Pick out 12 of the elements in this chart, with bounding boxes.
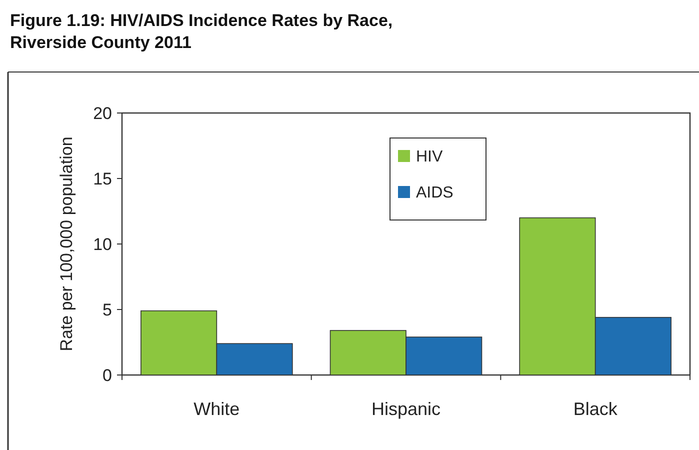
- y-tick-label: 10: [93, 234, 112, 254]
- y-tick-label: 0: [102, 366, 112, 385]
- legend-label: AIDS: [416, 184, 454, 202]
- x-tick-label: White: [194, 399, 240, 419]
- legend-label: HIV: [416, 148, 443, 166]
- y-tick-label: 20: [93, 104, 112, 123]
- x-tick-label: Hispanic: [371, 399, 441, 419]
- y-axis-title: Rate per 100,000 population: [57, 136, 76, 352]
- y-tick-label: 5: [102, 300, 112, 320]
- x-tick-label: Black: [573, 399, 618, 419]
- y-tick-label: 15: [93, 169, 112, 188]
- chart-title: Figure 1.19: HIV/AIDS Incidence Rates by Race, Riverside County 2011: [10, 11, 393, 52]
